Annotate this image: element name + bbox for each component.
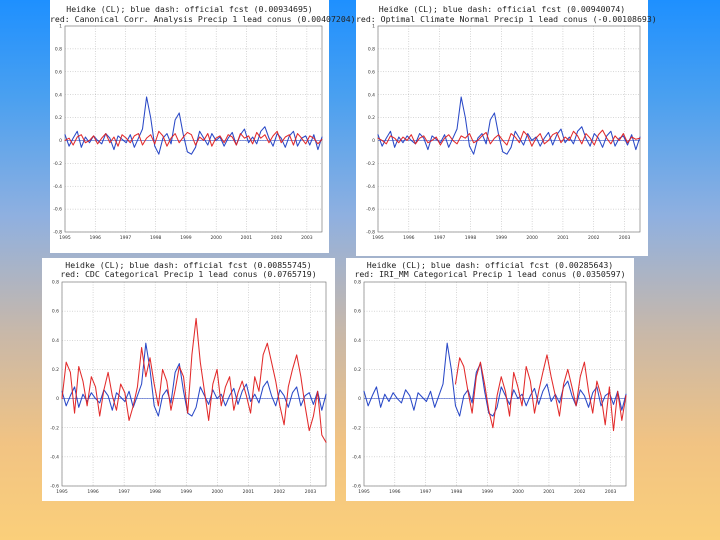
y-tick-label: -0.4 [53, 184, 62, 190]
x-tick-label: 2002 [588, 235, 600, 241]
x-tick-label: 2000 [210, 235, 222, 241]
y-tick-label: 1 [372, 24, 375, 30]
chart-panel-top-right: Heidke (CL); blue dash: official fcst (0… [356, 0, 657, 256]
y-tick-label: 0.6 [52, 309, 59, 315]
x-tick-label: 2001 [557, 235, 569, 241]
plot-frame [64, 25, 323, 233]
chart-plot: -0.6 -0.4 -0.2 0 0.2 0.4 0.6 0.8 1995 1996 1997 199… [352, 280, 627, 495]
chart-plot: -0.8 -0.6 -0.4 -0.2 0 0.2 0.4 0.6 0.8 1 1995 1996 19… [53, 24, 323, 241]
chart-title: Heidke (CL); blue dash: official fcst (0… [378, 4, 626, 14]
x-tick-label: 2000 [212, 489, 224, 495]
plot-frame [61, 281, 327, 487]
x-tick-label: 1998 [465, 235, 477, 241]
chart-subtitle: red: Canonical Corr. Analysis Precip 1 l… [50, 14, 356, 24]
y-tick-label: -0.6 [366, 207, 375, 213]
series-line-official-fcst [61, 342, 327, 417]
x-tick-label: 2000 [526, 235, 538, 241]
chart-panel-top-left: Heidke (CL); blue dash: official fcst (0… [50, 0, 356, 253]
x-tick-label: 2003 [305, 489, 317, 495]
x-tick-label: 2001 [243, 489, 255, 495]
chart-subtitle: red: IRI_MM Categorical Precip 1 lead co… [354, 269, 626, 279]
x-tick-label: 2002 [271, 235, 283, 241]
x-tick-label: 1996 [403, 235, 415, 241]
y-tick-label: 0.6 [354, 309, 361, 315]
plot-frame [363, 281, 627, 487]
x-tick-label: 1999 [496, 235, 508, 241]
y-tick-label: -0.6 [50, 484, 59, 490]
x-tick-label: 2001 [241, 235, 253, 241]
x-tick-label: 2003 [301, 235, 313, 241]
plot-frame [377, 25, 641, 233]
y-tick-label: -0.6 [352, 484, 361, 490]
y-tick-label: -0.8 [366, 230, 375, 236]
y-tick-label: -0.4 [352, 454, 361, 460]
chart-subtitle: red: Optimal Climate Normal Precip 1 lea… [356, 14, 657, 24]
series-line-model [454, 354, 627, 432]
x-tick-label: 2003 [619, 235, 631, 241]
y-tick-label: 0 [358, 396, 361, 402]
y-tick-label: 0.8 [354, 280, 361, 286]
x-tick-label: 1997 [420, 489, 432, 495]
y-tick-label: 0.2 [368, 115, 375, 121]
x-tick-label: 1995 [56, 489, 68, 495]
x-tick-label: 1998 [150, 235, 162, 241]
x-tick-label: 1999 [482, 489, 494, 495]
x-tick-label: 1998 [451, 489, 463, 495]
y-tick-label: 0.6 [55, 69, 62, 75]
y-tick-label: -0.2 [352, 425, 361, 431]
x-tick-label: 1995 [358, 489, 370, 495]
y-tick-label: 0.4 [55, 92, 62, 98]
chart-panel-bottom-left: Heidke (CL); blue dash: official fcst (0… [42, 258, 335, 501]
chart-title: Heidke (CL); blue dash: official fcst (0… [366, 260, 614, 270]
y-tick-label: 0.8 [55, 46, 62, 52]
x-tick-label: 2002 [574, 489, 586, 495]
y-tick-label: -0.6 [53, 207, 62, 213]
y-tick-label: -0.4 [366, 184, 375, 190]
y-tick-label: -0.8 [53, 230, 62, 236]
y-tick-label: 0 [372, 138, 375, 144]
y-tick-label: 0.6 [368, 69, 375, 75]
y-tick-label: 0.4 [368, 92, 375, 98]
chart-plot: -0.6 -0.4 -0.2 0 0.2 0.4 0.6 0.8 1995 1996 1997 199… [50, 280, 327, 495]
series-line-model [64, 130, 323, 147]
x-tick-label: 1996 [90, 235, 102, 241]
y-tick-label: 0.8 [368, 46, 375, 52]
x-tick-label: 1997 [434, 235, 446, 241]
y-tick-label: 0 [59, 138, 62, 144]
x-tick-label: 2003 [605, 489, 617, 495]
y-tick-label: 0.2 [52, 367, 59, 373]
x-tick-label: 1997 [118, 489, 130, 495]
y-tick-label: -0.2 [366, 161, 375, 167]
y-tick-label: 0.4 [354, 338, 361, 344]
chart-plot: -0.8 -0.6 -0.4 -0.2 0 0.2 0.4 0.6 0.8 1 1995 1996 19… [366, 24, 641, 241]
x-tick-label: 1996 [389, 489, 401, 495]
x-tick-label: 2000 [512, 489, 524, 495]
x-tick-label: 1997 [120, 235, 132, 241]
chart-title: Heidke (CL); blue dash: official fcst (0… [66, 4, 313, 14]
x-tick-label: 1999 [181, 489, 193, 495]
series-line-model [61, 317, 327, 443]
x-tick-label: 2001 [543, 489, 555, 495]
x-tick-label: 1996 [87, 489, 99, 495]
x-tick-label: 1998 [149, 489, 161, 495]
y-tick-label: -0.4 [50, 454, 59, 460]
chart-subtitle: red: CDC Categorical Precip 1 lead conus… [60, 269, 317, 279]
y-tick-label: 1 [59, 24, 62, 30]
x-tick-label: 1995 [372, 235, 384, 241]
y-tick-label: 0.8 [52, 280, 59, 286]
y-tick-label: 0.4 [52, 338, 59, 344]
chart-title: Heidke (CL); blue dash: official fcst (0… [65, 260, 312, 270]
series-line-official-fcst [377, 96, 641, 155]
x-tick-label: 2002 [274, 489, 286, 495]
y-tick-label: 0.2 [55, 115, 62, 121]
y-tick-label: 0.2 [354, 367, 361, 373]
y-tick-label: 0 [56, 396, 59, 402]
chart-panel-bottom-right: Heidke (CL); blue dash: official fcst (0… [346, 258, 634, 501]
x-tick-label: 1995 [59, 235, 71, 241]
x-tick-label: 1999 [180, 235, 192, 241]
y-tick-label: -0.2 [50, 425, 59, 431]
series-line-model [377, 129, 641, 147]
y-tick-label: -0.2 [53, 161, 62, 167]
